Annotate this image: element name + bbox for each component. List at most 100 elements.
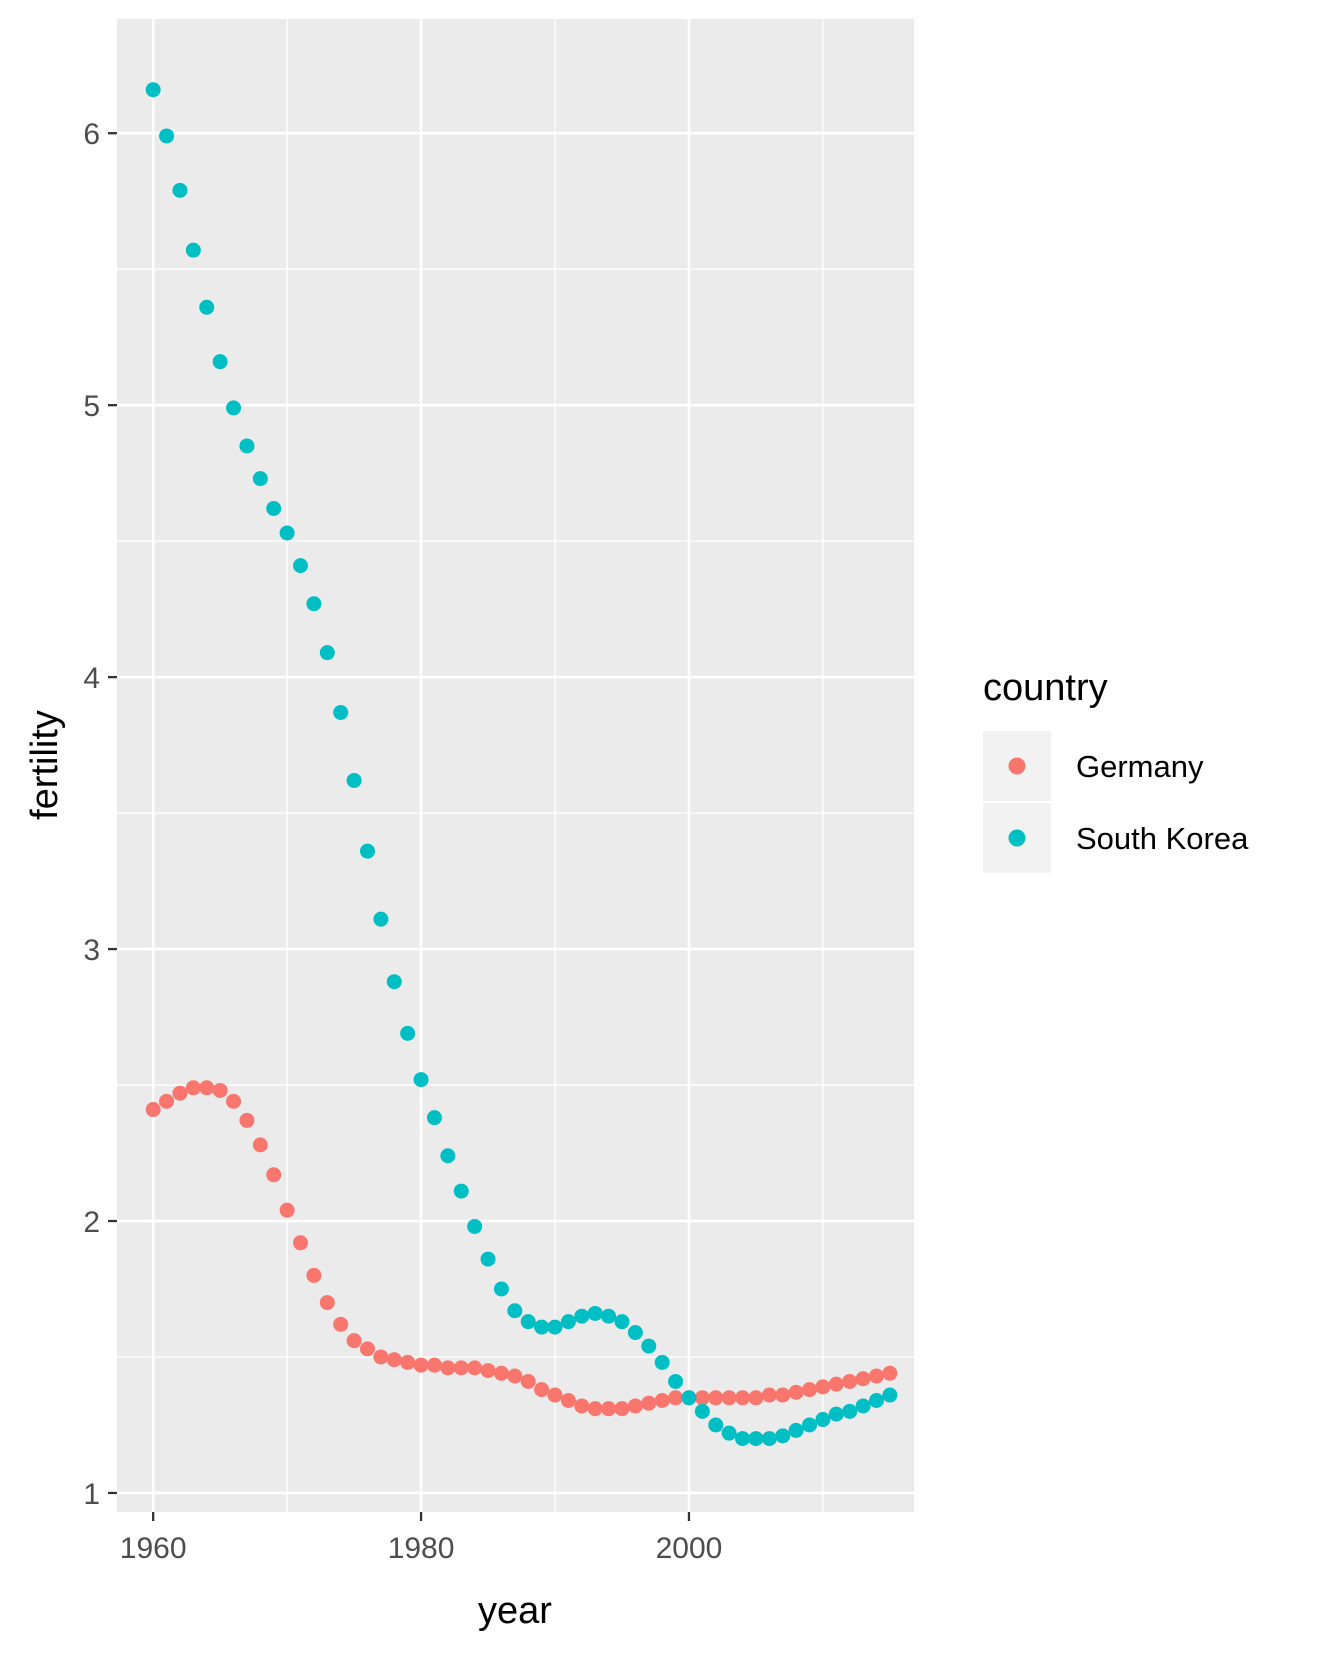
point-south-korea — [547, 1319, 563, 1335]
point-germany — [547, 1387, 563, 1403]
point-germany — [226, 1093, 242, 1109]
point-south-korea — [400, 1025, 416, 1041]
point-germany — [654, 1393, 670, 1409]
point-south-korea — [507, 1303, 523, 1319]
point-germany — [520, 1373, 536, 1389]
data-points — [145, 82, 898, 1447]
y-tick-label: 3 — [83, 934, 100, 967]
point-germany — [453, 1360, 469, 1376]
point-south-korea — [440, 1148, 456, 1164]
point-south-korea — [212, 354, 228, 370]
point-south-korea — [815, 1412, 831, 1428]
point-south-korea — [346, 772, 362, 788]
point-south-korea — [748, 1431, 764, 1447]
point-germany — [319, 1295, 335, 1311]
point-south-korea — [520, 1314, 536, 1330]
point-germany — [306, 1267, 322, 1283]
point-germany — [293, 1235, 309, 1251]
point-germany — [614, 1401, 630, 1417]
point-south-korea — [359, 843, 375, 859]
series-south-korea — [145, 82, 898, 1447]
point-south-korea — [293, 558, 309, 574]
point-germany — [252, 1137, 268, 1153]
point-germany — [788, 1384, 804, 1400]
point-germany — [694, 1390, 710, 1406]
x-axis-title: year — [478, 1590, 552, 1632]
point-germany — [587, 1401, 603, 1417]
point-germany — [467, 1360, 483, 1376]
x-tick-label: 1980 — [388, 1532, 455, 1565]
point-south-korea — [145, 82, 161, 98]
point-south-korea — [306, 596, 322, 612]
point-germany — [761, 1387, 777, 1403]
x-tick-label: 2000 — [656, 1532, 723, 1565]
point-germany — [855, 1371, 871, 1387]
point-germany — [426, 1357, 442, 1373]
point-germany — [828, 1376, 844, 1392]
point-germany — [560, 1393, 576, 1409]
point-germany — [627, 1398, 643, 1414]
point-south-korea — [239, 438, 255, 454]
point-germany — [199, 1080, 215, 1096]
point-germany — [842, 1373, 858, 1389]
point-germany — [373, 1349, 389, 1365]
point-germany — [721, 1390, 737, 1406]
point-germany — [668, 1390, 684, 1406]
point-south-korea — [681, 1390, 697, 1406]
point-south-korea — [252, 471, 268, 487]
point-germany — [735, 1390, 751, 1406]
point-south-korea — [226, 400, 242, 416]
point-south-korea — [534, 1319, 550, 1335]
point-germany — [413, 1357, 429, 1373]
legend-label-germany: Germany — [1076, 749, 1204, 784]
point-south-korea — [333, 704, 349, 720]
point-germany — [185, 1080, 201, 1096]
point-south-korea — [775, 1428, 791, 1444]
point-south-korea — [641, 1338, 657, 1354]
y-tick-label: 1 — [83, 1478, 100, 1511]
y-tick-label: 4 — [83, 662, 100, 695]
point-south-korea — [266, 501, 282, 517]
point-germany — [775, 1387, 791, 1403]
point-south-korea — [802, 1417, 818, 1433]
point-south-korea — [855, 1398, 871, 1414]
point-south-korea — [587, 1305, 603, 1321]
point-south-korea — [601, 1308, 617, 1324]
point-south-korea — [721, 1425, 737, 1441]
point-south-korea — [694, 1403, 710, 1419]
point-germany — [748, 1390, 764, 1406]
point-south-korea — [560, 1314, 576, 1330]
point-south-korea — [199, 299, 215, 315]
point-germany — [400, 1354, 416, 1370]
point-germany — [159, 1093, 175, 1109]
point-germany — [145, 1102, 161, 1118]
point-south-korea — [279, 525, 295, 541]
point-south-korea — [453, 1183, 469, 1199]
point-germany — [172, 1085, 188, 1101]
legend-dot-south-korea — [1008, 829, 1026, 847]
point-south-korea — [882, 1387, 898, 1403]
point-germany — [480, 1363, 496, 1379]
point-germany — [574, 1398, 590, 1414]
point-south-korea — [172, 182, 188, 198]
point-germany — [868, 1368, 884, 1384]
point-germany — [386, 1352, 402, 1368]
legend-dot-germany — [1008, 757, 1026, 775]
point-south-korea — [654, 1354, 670, 1370]
point-south-korea — [373, 911, 389, 927]
point-germany — [333, 1316, 349, 1332]
x-axis: 1960 1980 2000 — [120, 1512, 723, 1565]
y-tick-label: 2 — [83, 1206, 100, 1239]
point-south-korea — [159, 128, 175, 144]
point-south-korea — [493, 1281, 509, 1297]
point-germany — [507, 1368, 523, 1384]
point-south-korea — [828, 1406, 844, 1422]
point-south-korea — [842, 1403, 858, 1419]
y-axis-title: fertility — [24, 710, 66, 820]
y-tick-label: 6 — [83, 118, 100, 151]
point-south-korea — [868, 1393, 884, 1409]
point-south-korea — [386, 974, 402, 990]
point-germany — [266, 1167, 282, 1183]
panel-background — [117, 19, 914, 1512]
